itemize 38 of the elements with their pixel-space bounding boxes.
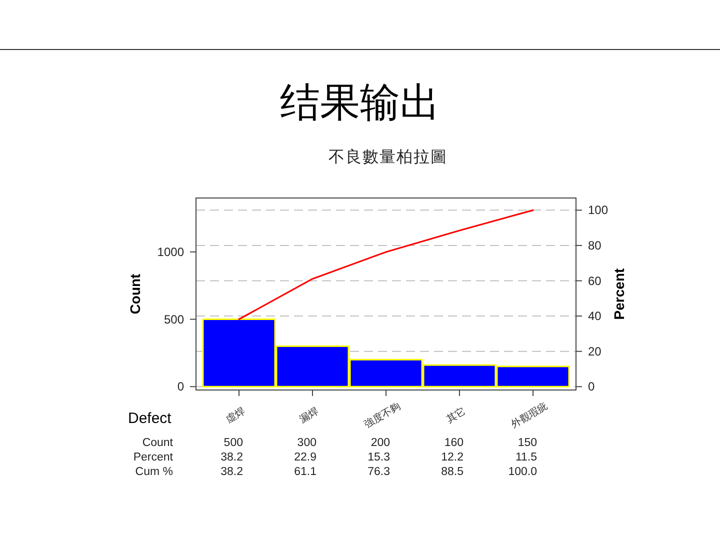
- x-tick-label: 強度不夠: [362, 400, 403, 431]
- y2-axis-title: Percent: [611, 268, 627, 320]
- x-tick-label: 虛焊: [224, 405, 248, 426]
- text: Cum %: [135, 466, 173, 478]
- y-axis-title: Count: [127, 273, 143, 314]
- x-axis-title: Defect: [128, 410, 172, 427]
- text: 22.9: [294, 452, 316, 464]
- text: 38.2: [220, 452, 243, 464]
- x-tick-label: 外觀瑕疵: [509, 400, 550, 431]
- data-label: 88.5: [441, 466, 464, 478]
- data-label: 61.1: [294, 466, 316, 478]
- text: 11.5: [515, 452, 537, 464]
- data-label: 150: [518, 437, 537, 449]
- data-label: 200: [370, 437, 390, 449]
- y2-tick-label: 100: [588, 203, 608, 218]
- text: Count: [142, 437, 174, 449]
- text: 12.2: [441, 452, 464, 464]
- data-label: 100.0: [508, 466, 537, 478]
- x-tick-label: 漏焊: [297, 405, 321, 426]
- line-series: [238, 209, 534, 320]
- y2-tick-label: 20: [588, 344, 602, 358]
- y2-tick-label: 80: [588, 238, 602, 252]
- data-label: 38.2: [220, 466, 243, 478]
- data-label: 76.3: [368, 466, 390, 478]
- data-label: 500: [224, 437, 243, 449]
- chart-title: 结果输出: [280, 80, 440, 125]
- data-label: 160: [444, 437, 464, 449]
- y-tick-label: 1000: [157, 244, 184, 259]
- text: Percent: [133, 452, 174, 464]
- text: 15.3: [368, 452, 390, 464]
- chart-subtitle: 不良數量柏拉圖: [328, 148, 448, 166]
- y-tick-label: 500: [164, 312, 184, 326]
- data-label: 300: [297, 437, 316, 449]
- y2-tick-label: 60: [588, 274, 602, 288]
- y-tick-label: 0: [177, 380, 184, 394]
- x-tick-label: 其它: [444, 405, 468, 426]
- y2-tick-label: 40: [588, 309, 602, 324]
- y2-tick-label: 0: [588, 380, 595, 394]
